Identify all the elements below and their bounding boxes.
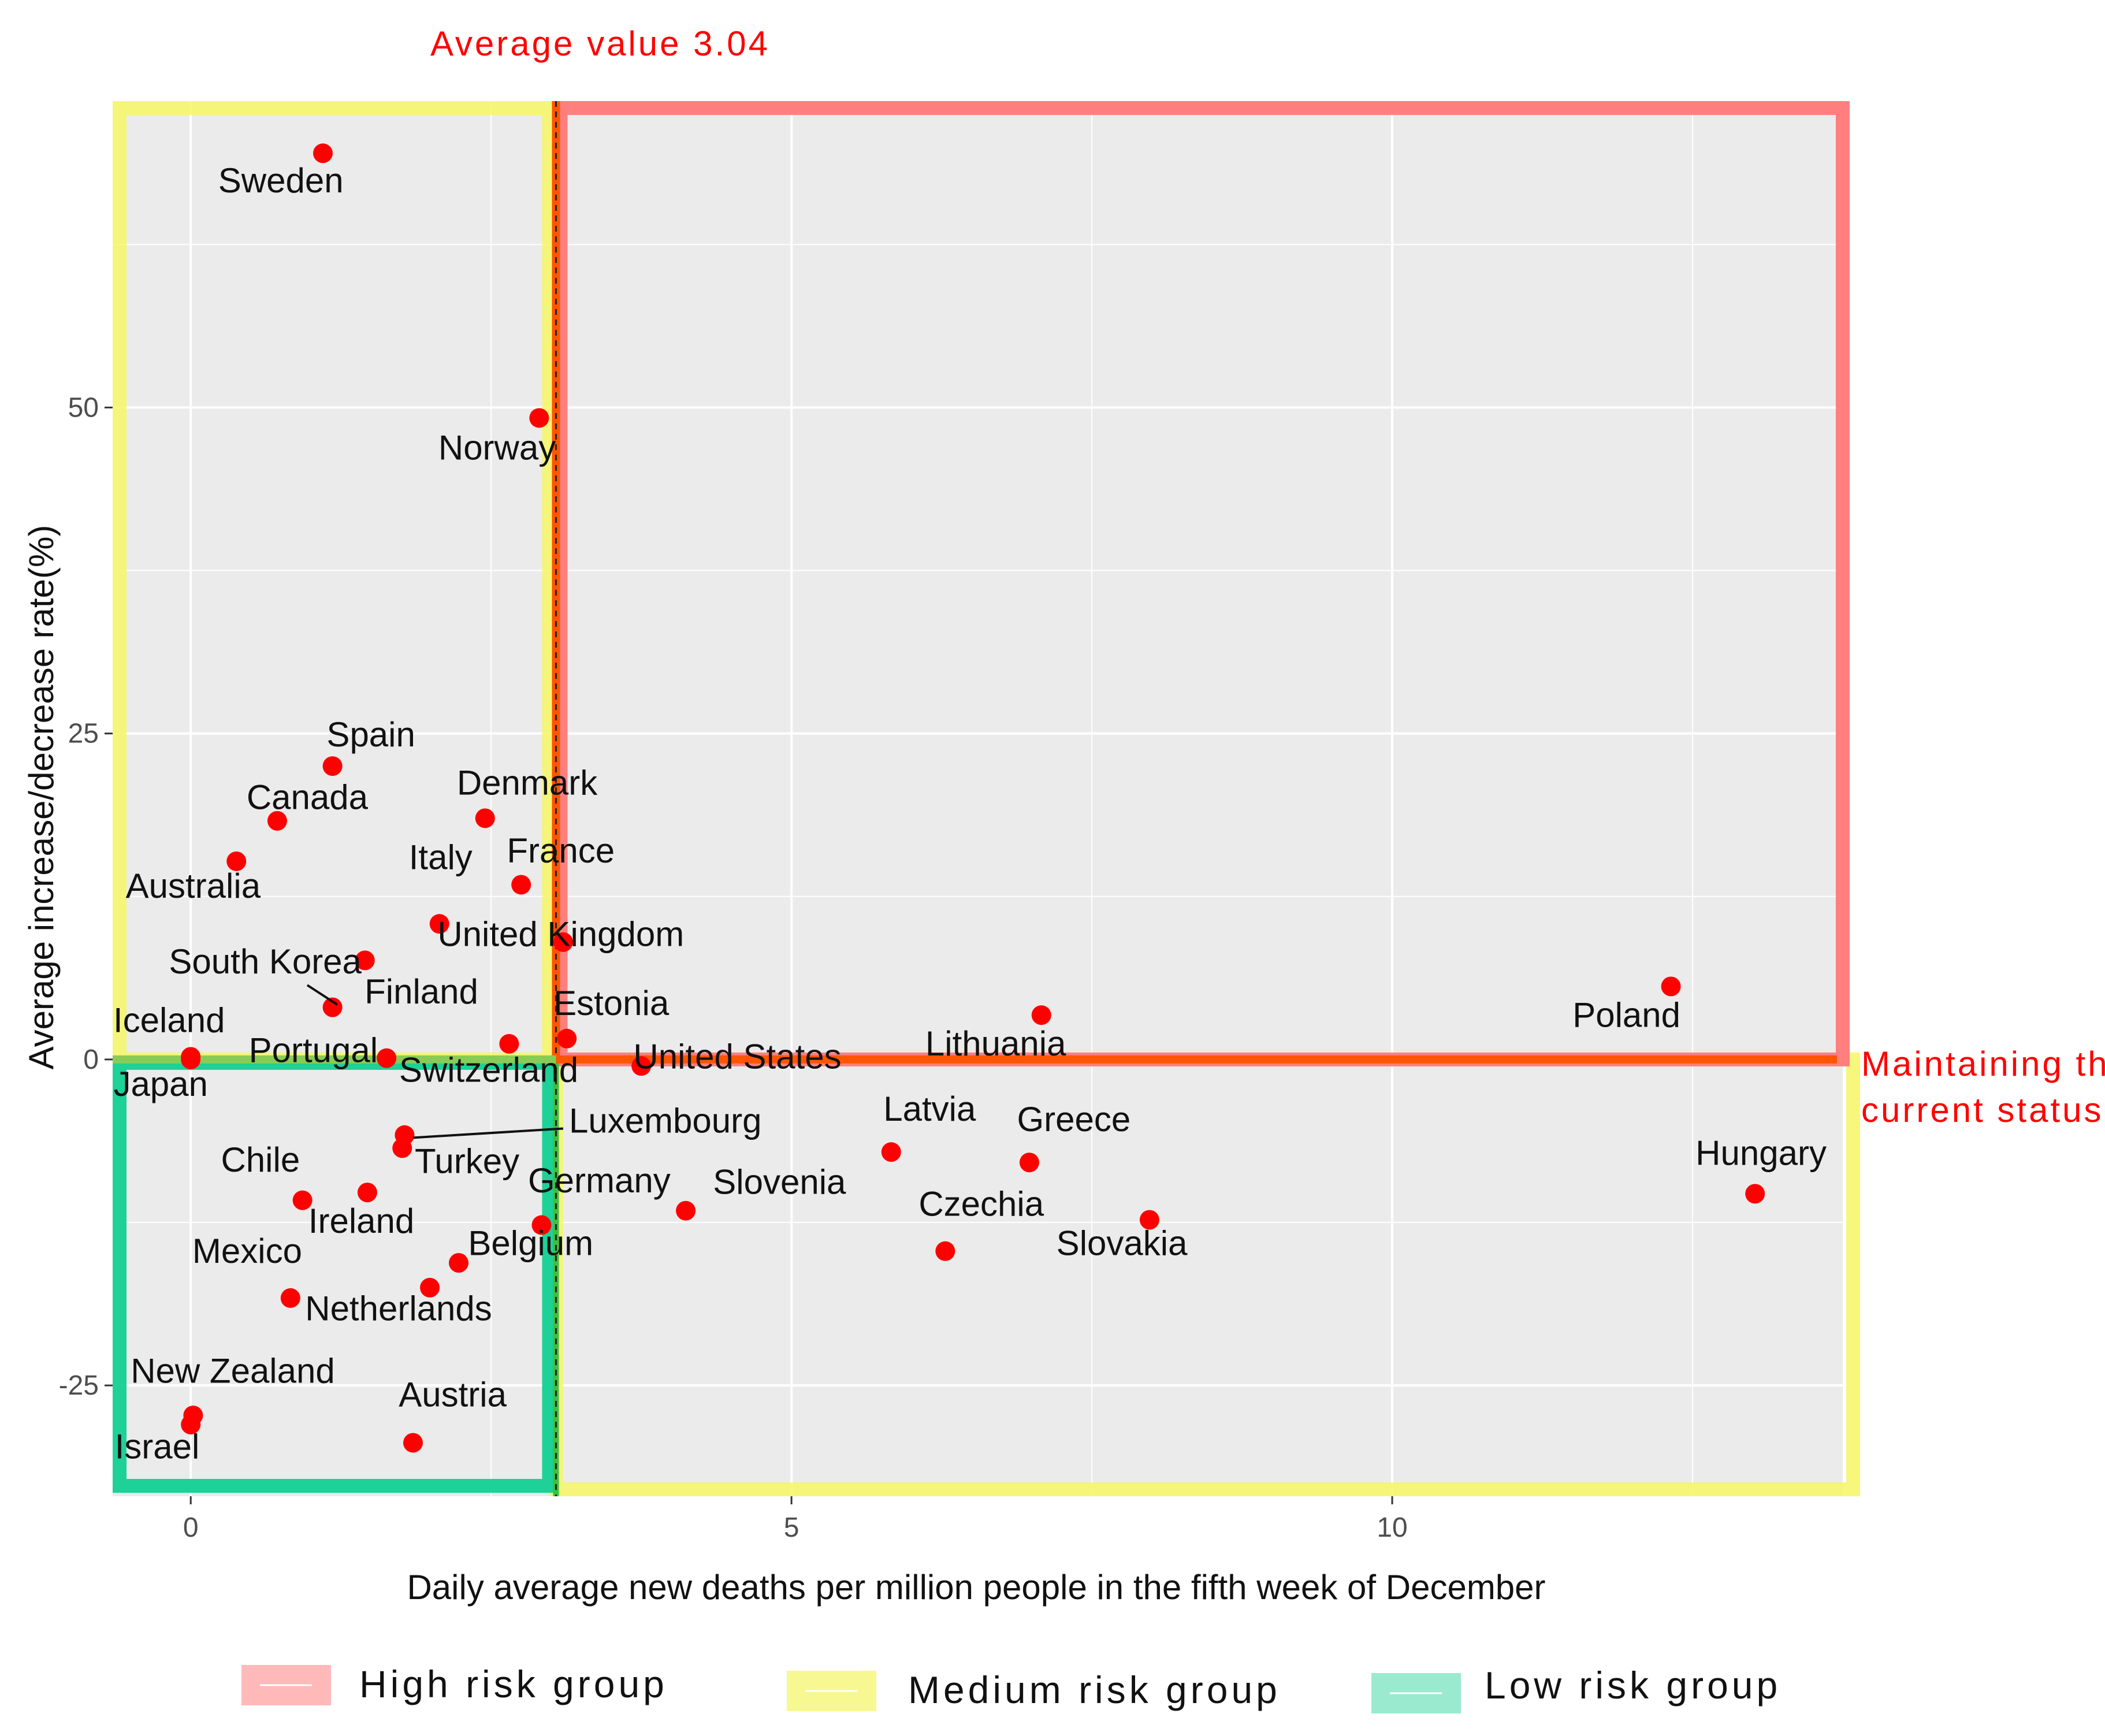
- point-label: Chile: [221, 1140, 300, 1179]
- point-label: Switzerland: [399, 1050, 578, 1089]
- point-label: Belgium: [468, 1224, 593, 1262]
- legend-label-medium: Medium risk group: [908, 1668, 1281, 1711]
- axis-ticks: 0 5 10 -25 0 25 50: [59, 392, 1408, 1543]
- data-point: [631, 1056, 652, 1076]
- data-point: [935, 1241, 955, 1261]
- x-tick-label: 5: [784, 1512, 799, 1543]
- y-tick-label: 0: [83, 1044, 99, 1075]
- point-label: Norway: [438, 429, 556, 467]
- point-label: Austria: [399, 1375, 507, 1414]
- legend-item-medium: Medium risk group: [787, 1668, 1281, 1711]
- point-label: Hungary: [1695, 1134, 1827, 1173]
- data-point: [676, 1200, 696, 1221]
- data-point: [392, 1138, 412, 1158]
- data-point: [377, 1048, 397, 1068]
- data-point: [357, 1183, 377, 1203]
- panel-background: [113, 101, 1843, 1496]
- data-point: [322, 997, 343, 1017]
- leader-line: [412, 1127, 564, 1139]
- point-label: Slovenia: [713, 1162, 846, 1201]
- data-point: [1019, 1153, 1039, 1173]
- point-label: South Korea: [169, 942, 362, 981]
- point-label: Mexico: [192, 1232, 302, 1270]
- x-tick-label: 0: [183, 1512, 199, 1543]
- point-label: Latvia: [883, 1090, 976, 1128]
- data-point: [267, 811, 287, 831]
- average-value-annotation: Average value 3.04: [430, 24, 770, 63]
- legend-label-low: Low risk group: [1485, 1664, 1781, 1707]
- point-label: Sweden: [218, 161, 344, 200]
- y-tick-label: 50: [68, 392, 99, 423]
- status-annotation-line1: Maintaining the: [1861, 1044, 2105, 1083]
- data-point: [226, 851, 247, 871]
- data-point: [511, 875, 531, 895]
- point-label: Iceland: [113, 1001, 225, 1040]
- data-point: [553, 932, 573, 952]
- data-point: [1745, 1184, 1765, 1204]
- data-point: [1139, 1210, 1159, 1230]
- status-annotation-line2: current status: [1861, 1091, 2104, 1129]
- point-label: Italy: [409, 838, 473, 876]
- point-label: United States: [633, 1038, 841, 1076]
- data-point: [1661, 976, 1681, 997]
- point-label: Czechia: [918, 1185, 1044, 1224]
- point-label: Spain: [326, 715, 415, 754]
- data-point: [313, 143, 333, 163]
- leader-lines: [306, 984, 564, 1139]
- point-label: Estonia: [553, 984, 670, 1023]
- data-point: [322, 756, 343, 776]
- leader-line: [306, 984, 339, 1006]
- data-point: [557, 1028, 577, 1049]
- data-point: [529, 408, 549, 428]
- point-label: Germany: [528, 1161, 671, 1200]
- point-label: France: [507, 831, 615, 870]
- x-axis-title: Daily average new deaths per million peo…: [407, 1568, 1545, 1607]
- point-label: Netherlands: [305, 1289, 492, 1328]
- data-point: [475, 808, 495, 828]
- point-label: Ireland: [308, 1202, 414, 1240]
- legend-item-high: High risk group: [241, 1663, 668, 1705]
- data-point: [181, 1414, 201, 1434]
- point-label: Portugal: [249, 1031, 378, 1069]
- data-point: [881, 1142, 901, 1162]
- plot-panel: [113, 101, 1843, 1496]
- point-label: Israel: [115, 1428, 200, 1466]
- point-label: Denmark: [457, 764, 598, 802]
- point-label: Poland: [1572, 995, 1680, 1034]
- y-tick-label: -25: [59, 1370, 99, 1401]
- data-point: [355, 950, 375, 971]
- legend-label-high: High risk group: [359, 1663, 668, 1705]
- point-labels: Sweden Norway Spain Canada Denmark Australia F…: [113, 161, 1827, 1466]
- point-label: Greece: [1017, 1100, 1131, 1139]
- data-points: [181, 143, 1765, 1453]
- x-tick-label: 10: [1377, 1512, 1407, 1543]
- data-point: [429, 914, 449, 934]
- data-point: [531, 1215, 552, 1235]
- point-label: Canada: [247, 778, 369, 817]
- legend: High risk group Medium risk group Low ri…: [241, 1663, 1781, 1713]
- point-label: Australia: [126, 867, 261, 905]
- point-label: Japan: [113, 1065, 207, 1103]
- data-point: [280, 1288, 300, 1308]
- reference-lines: [113, 101, 1837, 1496]
- point-label: Turkey: [415, 1142, 519, 1180]
- point-label: Slovakia: [1057, 1224, 1188, 1262]
- legend-item-low: Low risk group: [1371, 1664, 1781, 1713]
- data-point: [292, 1190, 313, 1210]
- y-tick-label: 25: [68, 719, 99, 749]
- point-label: New Zealand: [131, 1352, 335, 1391]
- point-label: United Kingdom: [437, 915, 684, 954]
- point-label: Lithuania: [925, 1024, 1066, 1063]
- data-point: [403, 1433, 423, 1453]
- point-label: Finland: [365, 972, 478, 1011]
- y-axis-title: Average increase/decrease rate(%): [22, 525, 61, 1070]
- data-point: [181, 1049, 201, 1069]
- point-label: Luxembourg: [569, 1101, 762, 1140]
- data-point: [449, 1252, 468, 1273]
- data-point: [420, 1277, 440, 1298]
- data-point: [1031, 1005, 1051, 1025]
- data-point: [499, 1034, 519, 1054]
